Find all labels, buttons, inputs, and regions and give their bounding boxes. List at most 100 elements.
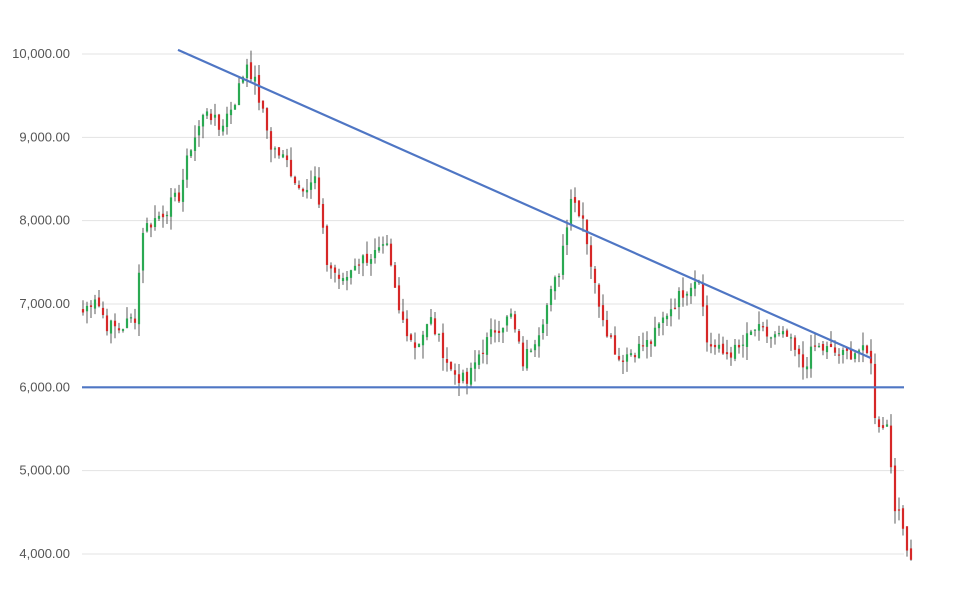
candle-up: [685, 293, 689, 296]
candle-up: [745, 333, 749, 347]
candle-down: [393, 265, 397, 288]
candle-up: [733, 344, 737, 359]
candle-up: [373, 249, 377, 259]
candle-down: [521, 342, 525, 367]
candle-up: [461, 372, 465, 382]
candle-down: [297, 184, 301, 189]
candle-up: [757, 324, 761, 331]
candle-up: [741, 344, 745, 346]
candle-down: [705, 305, 709, 343]
candle-up: [125, 318, 129, 328]
candle-up: [197, 126, 201, 136]
candle-up: [637, 343, 641, 359]
candle-down: [573, 197, 577, 203]
candle-up: [237, 83, 241, 106]
candle-down: [117, 328, 121, 331]
candle-up: [137, 272, 141, 325]
candle-down: [481, 352, 485, 355]
candle-up: [229, 109, 233, 116]
downtrend-line: [177, 48, 872, 360]
candle-up: [653, 327, 657, 347]
candles: [81, 50, 913, 561]
candle-up: [861, 345, 865, 351]
candle-down: [389, 243, 393, 266]
candle-up: [853, 353, 857, 359]
candle-down: [105, 315, 109, 332]
candle-down: [113, 320, 117, 327]
candle-down: [593, 268, 597, 283]
candle-down: [101, 307, 105, 316]
candle-down: [97, 297, 101, 307]
candle-up: [629, 353, 633, 356]
candle-up: [657, 323, 661, 329]
candle-down: [177, 192, 181, 202]
candle-up: [93, 299, 97, 309]
candle-down: [445, 359, 449, 363]
candle-down: [673, 307, 677, 309]
candle-up: [545, 305, 549, 324]
candle-down: [765, 326, 769, 337]
candle-up: [665, 315, 669, 320]
candle-up: [109, 320, 113, 334]
candle-down: [449, 361, 453, 370]
candle-down: [801, 354, 805, 368]
candle-up: [549, 289, 553, 305]
candle-down: [441, 332, 445, 359]
candle-up: [817, 345, 821, 348]
candle-down: [409, 334, 413, 340]
candle-up: [885, 424, 889, 427]
candle-down: [833, 347, 837, 353]
candle-down: [709, 344, 713, 347]
candle-down: [865, 345, 869, 353]
candle-down: [909, 548, 913, 560]
candle-down: [641, 345, 645, 347]
candle-up: [553, 277, 557, 292]
candle-down: [149, 224, 153, 228]
candle-up: [473, 362, 477, 369]
candle-up: [509, 313, 513, 317]
candle-up: [777, 333, 781, 335]
candle-down: [161, 213, 165, 218]
candle-down: [621, 360, 625, 362]
candle-down: [497, 330, 501, 333]
candle-down: [453, 370, 457, 375]
candle-up: [529, 350, 533, 352]
candle-down: [881, 425, 885, 428]
candle-down: [277, 147, 281, 156]
candle-down: [893, 465, 897, 512]
candle-down: [721, 343, 725, 354]
candle-down: [209, 113, 213, 121]
candle-up: [361, 255, 365, 264]
candle-up: [305, 189, 309, 193]
candle-up: [253, 76, 257, 82]
candle-up: [309, 182, 313, 190]
candle-up: [381, 244, 385, 246]
candle-down: [89, 305, 93, 307]
y-axis: 10,000.00 9,000.00 8,000.00 7,000.00 6,000.0…: [12, 46, 70, 561]
candle-down: [849, 349, 853, 360]
candle-up: [369, 259, 373, 264]
candle-up: [569, 198, 573, 226]
candle-up: [661, 317, 665, 323]
candle-up: [677, 290, 681, 308]
candle-down: [457, 374, 461, 384]
candle-down: [321, 203, 325, 228]
candle-down: [81, 309, 85, 313]
candle-up: [469, 367, 473, 385]
candle-down: [821, 344, 825, 351]
candle-up: [345, 276, 349, 281]
candle-up: [165, 214, 169, 217]
candle-up: [717, 344, 721, 349]
candle-down: [701, 282, 705, 307]
candle-up: [557, 275, 561, 278]
candle-up: [233, 105, 237, 110]
candle-up: [153, 218, 157, 228]
candle-up: [537, 335, 541, 347]
candle-up: [437, 333, 441, 336]
candle-up: [525, 349, 529, 369]
candle-down: [401, 311, 405, 320]
candle-down: [793, 337, 797, 350]
y-tick-label: 10,000.00: [12, 46, 70, 61]
candle-up: [753, 329, 757, 331]
candle-down: [433, 318, 437, 335]
